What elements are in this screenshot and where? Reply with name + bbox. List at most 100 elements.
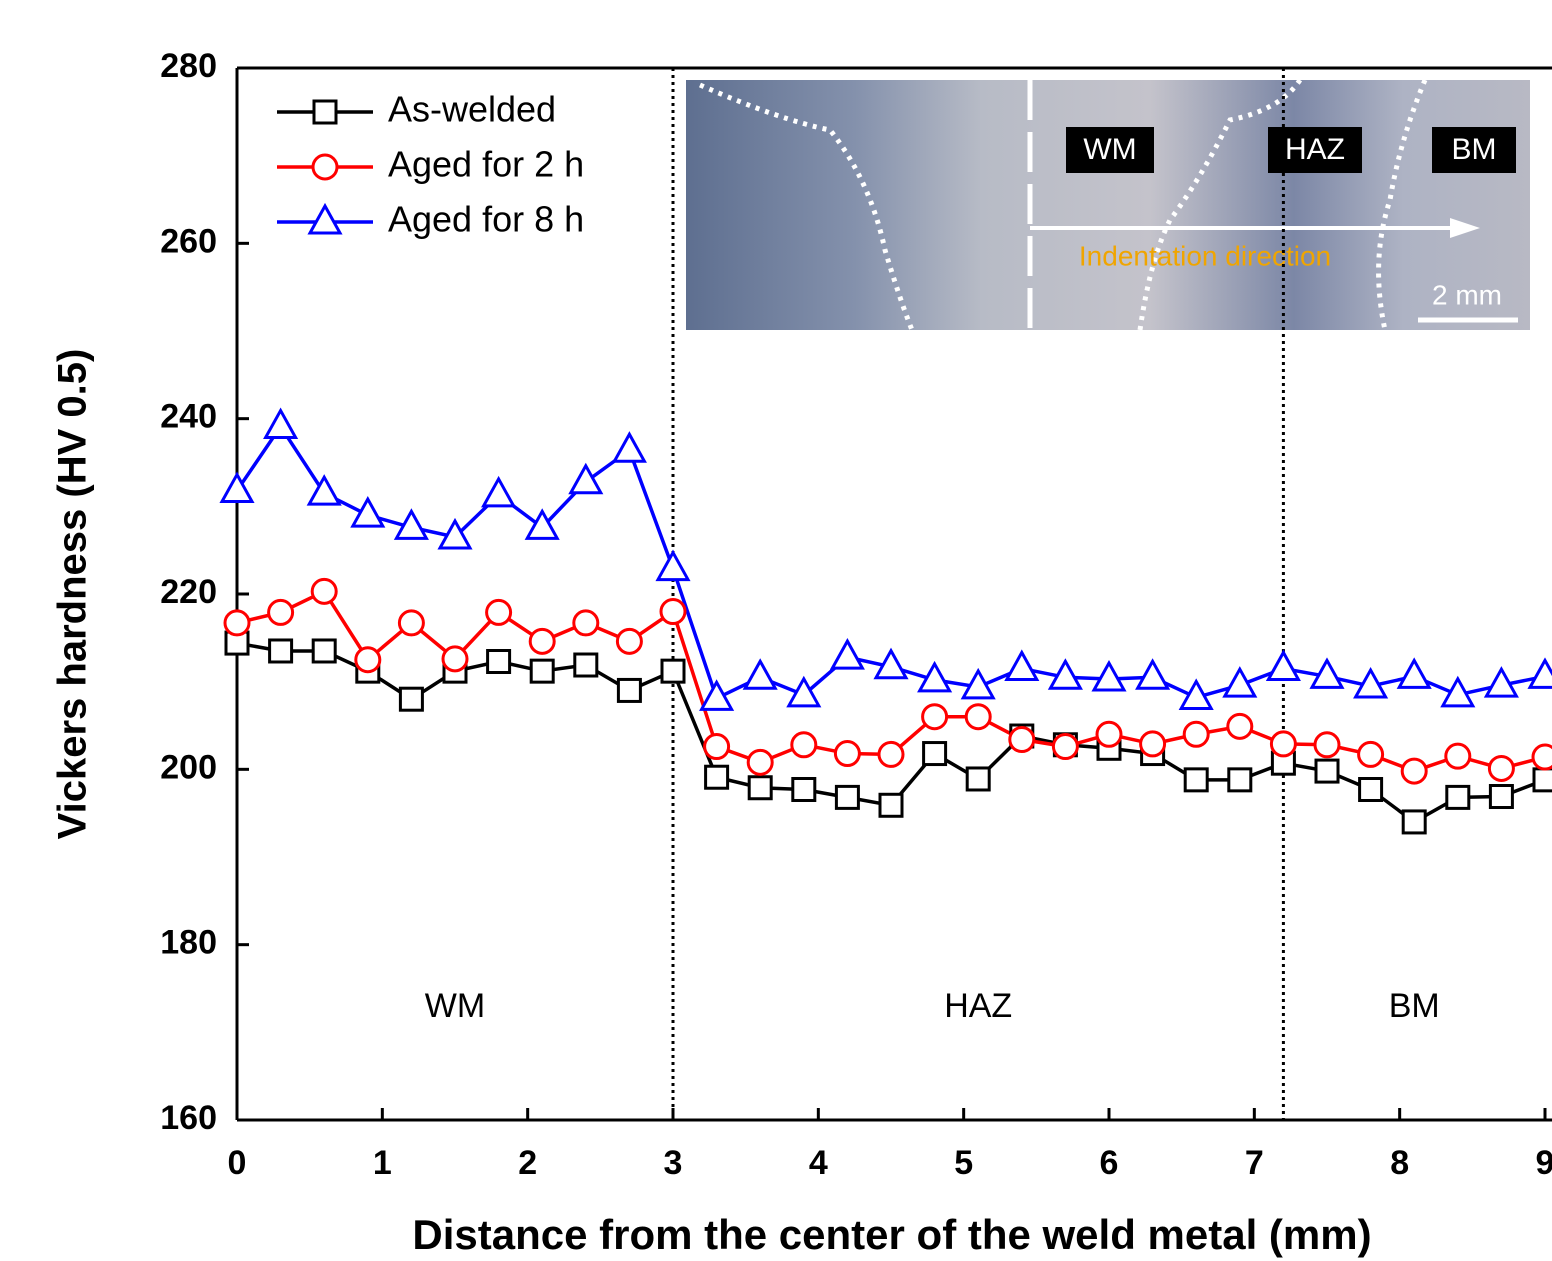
marker <box>571 466 601 493</box>
x-tick-label: 4 <box>809 1144 828 1182</box>
marker <box>1316 760 1338 782</box>
marker <box>617 629 641 653</box>
marker <box>487 600 511 624</box>
legend-label: Aged for 8 h <box>388 199 584 240</box>
marker <box>1490 786 1512 808</box>
x-tick-label: 7 <box>1245 1144 1264 1182</box>
legend-label: As-welded <box>388 89 556 130</box>
marker <box>705 735 729 759</box>
marker <box>835 742 859 766</box>
x-tick-label: 5 <box>954 1144 973 1182</box>
marker <box>618 679 640 701</box>
x-tick-label: 8 <box>1390 1144 1409 1182</box>
marker <box>706 766 728 788</box>
marker <box>793 778 815 800</box>
chart: WM HAZ BM Indentation direction 2 mm Vic… <box>0 0 1552 1261</box>
x-tick-label: 2 <box>518 1144 537 1182</box>
marker <box>1534 769 1552 791</box>
marker <box>269 600 293 624</box>
marker <box>836 786 858 808</box>
y-tick-label: 260 <box>160 222 217 260</box>
marker <box>1053 735 1077 759</box>
marker <box>353 499 383 526</box>
y-tick-label: 160 <box>160 1099 217 1137</box>
marker <box>1228 714 1252 738</box>
marker <box>1271 732 1295 756</box>
x-axis-label: Distance from the center of the weld met… <box>412 1211 1371 1258</box>
x-tick-label: 3 <box>664 1144 683 1182</box>
marker <box>1360 778 1382 800</box>
y-tick-label: 200 <box>160 748 217 786</box>
marker <box>575 654 597 676</box>
region-label: BM <box>1389 987 1440 1025</box>
marker <box>880 794 902 816</box>
marker <box>924 743 946 765</box>
marker <box>967 768 989 790</box>
marker <box>658 553 688 580</box>
marker <box>484 479 514 506</box>
marker <box>530 629 554 653</box>
marker <box>225 611 249 635</box>
marker <box>488 651 510 673</box>
marker <box>923 705 947 729</box>
marker <box>1403 811 1425 833</box>
marker <box>702 682 732 709</box>
inset-scale-label: 2 mm <box>1432 279 1502 310</box>
marker <box>1533 745 1552 769</box>
marker <box>400 688 422 710</box>
marker <box>356 648 380 672</box>
marker <box>222 475 252 502</box>
marker <box>574 611 598 635</box>
marker <box>1268 653 1298 680</box>
legend-label: Aged for 2 h <box>388 144 584 185</box>
x-tick-label: 0 <box>228 1144 247 1182</box>
marker <box>1229 769 1251 791</box>
marker <box>966 705 990 729</box>
marker <box>270 640 292 662</box>
marker <box>1141 732 1165 756</box>
legend-marker <box>310 206 340 233</box>
marker <box>748 750 772 774</box>
legend: As-welded Aged for 2 h Aged for 8 h <box>277 89 584 240</box>
marker <box>661 600 685 624</box>
marker <box>313 640 335 662</box>
marker <box>443 647 467 671</box>
marker <box>1010 728 1034 752</box>
marker <box>531 660 553 682</box>
marker <box>309 477 339 504</box>
y-tick-label: 240 <box>160 398 217 436</box>
marker <box>1097 722 1121 746</box>
marker <box>1185 769 1207 791</box>
marker <box>662 660 684 682</box>
marker <box>745 661 775 688</box>
y-tick-label: 280 <box>160 47 217 85</box>
marker <box>879 742 903 766</box>
marker <box>399 611 423 635</box>
marker <box>1315 733 1339 757</box>
region-label: HAZ <box>944 987 1012 1025</box>
x-tick-label: 6 <box>1100 1144 1119 1182</box>
inset-arrow-label: Indentation direction <box>1079 240 1331 271</box>
y-tick-label: 180 <box>160 924 217 962</box>
marker <box>1446 744 1470 768</box>
legend-marker <box>313 155 337 179</box>
marker <box>1489 756 1513 780</box>
x-tick-label: 9 <box>1536 1144 1552 1182</box>
inset-label: BM <box>1452 133 1497 166</box>
marker <box>1184 722 1208 746</box>
marker <box>1094 663 1124 690</box>
marker <box>1359 742 1383 766</box>
inset-label: HAZ <box>1285 133 1345 166</box>
marker <box>266 411 296 438</box>
marker <box>1138 661 1168 688</box>
marker <box>614 434 644 461</box>
marker <box>832 641 862 668</box>
region-label: WM <box>425 987 485 1025</box>
y-axis-label: Vickers hardness (HV 0.5) <box>51 349 95 840</box>
y-tick-label: 220 <box>160 573 217 611</box>
marker <box>1399 660 1429 687</box>
marker <box>1007 653 1037 680</box>
inset-photo <box>686 80 1530 330</box>
inset-label: WM <box>1083 133 1136 166</box>
marker <box>792 733 816 757</box>
